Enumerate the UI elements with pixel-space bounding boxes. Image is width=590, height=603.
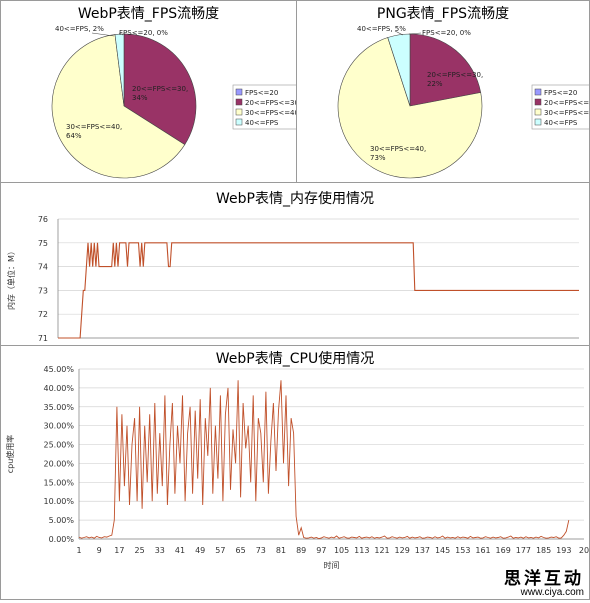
x-tick-label: 1: [76, 546, 81, 555]
x-tick-label: 193: [556, 546, 571, 555]
y-axis-label: 内存（单位：M）: [6, 247, 16, 310]
legend-swatch: [534, 88, 542, 96]
pie-leader-line: [118, 32, 124, 36]
watermark: 思洋互动 www.ciya.com: [504, 571, 584, 598]
pie-slice: [51, 34, 186, 179]
y-tick-label: 72: [38, 310, 48, 319]
pie-slice-label: 30<=FPS<=40, 73%: [370, 145, 426, 162]
pie-slice-label: 40<=FPS, 2%: [55, 25, 104, 33]
pie-slice-label: 20<=FPS<=30, 22%: [427, 71, 483, 88]
y-tick-label: 45.00%: [43, 365, 74, 374]
legend-swatch: [235, 118, 243, 126]
x-tick-label: 137: [415, 546, 430, 555]
y-tick-label: 10.00%: [43, 497, 74, 506]
y-tick-label: 30.00%: [43, 422, 74, 431]
x-tick-label: 145: [435, 546, 450, 555]
pie-chart-webp: WebP表情_FPS流畅度 FPS<=20, 0% 20<=FPS<=30, 34% 3…: [51, 6, 299, 179]
pie-panel-webp: WebP表情_FPS流畅度 FPS<=20, 0% 20<=FPS<=30, 34% 3…: [0, 0, 299, 183]
memory-line-chart: WebP表情_内存使用情况 71 72 73 74 75 76 内存（单位：M）: [6, 190, 579, 343]
legend-swatch: [534, 118, 542, 126]
x-tick-label: 153: [455, 546, 470, 555]
pie-legend: FPS<=20 20<=FPS<=30 30<=FPS<=40 40<=FPS: [232, 84, 299, 130]
legend-label: FPS<=20: [245, 89, 278, 97]
legend-label: 30<=FPS<=40: [544, 109, 589, 117]
legend-box: [232, 84, 298, 130]
x-tick-label: 113: [354, 546, 369, 555]
x-tick-label: 9: [97, 546, 102, 555]
cpu-line-chart: WebP表情_CPU使用情况 0.00% 5.00% 10.00% 15.00% 20.0…: [5, 350, 589, 570]
y-tick-label: 5.00%: [49, 516, 75, 525]
legend-swatch: [235, 108, 243, 116]
pie-leader-line: [394, 30, 404, 36]
x-tick-label: 185: [536, 546, 551, 555]
x-tick-label: 73: [256, 546, 266, 555]
pie-slice-label: FPS<=20, 0%: [119, 29, 168, 37]
memory-chart-panel: WebP表情_内存使用情况 71 72 73 74 75 76 内存（单位：M）: [0, 182, 590, 346]
pie-chart-png: PNG表情_FPS流畅度 FPS<=20, 0% 20<=FPS<=30, 22% 30…: [337, 6, 590, 179]
legend-label: FPS<=20: [544, 89, 577, 97]
x-tick-label: 169: [496, 546, 511, 555]
x-tick-label: 65: [236, 546, 246, 555]
x-tick-label: 89: [296, 546, 306, 555]
pie-slice-label: 40<=FPS, 5%: [357, 25, 406, 33]
legend-label: 20<=FPS<=30: [245, 99, 296, 107]
y-tick-label: 35.00%: [43, 403, 74, 412]
x-tick-label: 17: [114, 546, 124, 555]
x-tick-label: 20: [579, 546, 589, 555]
y-tick-label: 71: [38, 334, 48, 343]
memory-chart-title: WebP表情_内存使用情况: [216, 190, 374, 207]
memory-series-line: [58, 242, 579, 339]
x-tick-label: 57: [215, 546, 225, 555]
y-tick-label: 73: [38, 286, 48, 295]
x-tick-label: 177: [516, 546, 531, 555]
cpu-series-line: [78, 380, 570, 540]
legend-swatch: [235, 98, 243, 106]
x-tick-label: 81: [276, 546, 286, 555]
x-tick-label: 97: [316, 546, 326, 555]
pie-slice: [409, 33, 482, 107]
x-tick-label: 41: [175, 546, 185, 555]
x-tick-label: 105: [334, 546, 349, 555]
legend-label: 30<=FPS<=40: [245, 109, 296, 117]
y-tick-label: 40.00%: [43, 384, 74, 393]
legend-swatch: [235, 88, 243, 96]
pie-panel-png: PNG表情_FPS流畅度 FPS<=20, 0% 20<=FPS<=30, 22% 30…: [296, 0, 590, 183]
y-axis-label: cpu使用率: [5, 435, 15, 474]
legend-label: 40<=FPS: [245, 119, 279, 127]
legend-label: 20<=FPS<=30: [544, 99, 589, 107]
legend-label: 40<=FPS: [544, 119, 578, 127]
watermark-text: 思洋互动: [504, 569, 584, 589]
x-tick-label: 49: [195, 546, 205, 555]
pie-legend: FPS<=20 20<=FPS<=30 30<=FPS<=40 40<=FPS: [531, 84, 590, 130]
watermark-url: www.ciya.com: [520, 587, 584, 598]
pie-slice-label: FPS<=20, 0%: [422, 29, 471, 37]
y-tick-label: 0.00%: [49, 535, 75, 544]
y-tick-label: 15.00%: [43, 478, 74, 487]
pie-leader-line: [91, 32, 115, 37]
cpu-chart-title: WebP表情_CPU使用情况: [216, 350, 374, 367]
cpu-chart-panel: WebP表情_CPU使用情况 0.00% 5.00% 10.00% 15.00% 20.0…: [0, 345, 590, 600]
pie-slice-label: 30<=FPS<=40, 64%: [66, 123, 122, 140]
x-axis-label: 时间: [324, 560, 340, 570]
y-tick-label: 25.00%: [43, 441, 74, 450]
y-tick-label: 76: [38, 215, 48, 224]
y-tick-label: 75: [38, 239, 48, 248]
pie-title: WebP表情_FPS流畅度: [78, 6, 219, 22]
x-tick-label: 161: [475, 546, 490, 555]
pie-slice: [337, 37, 483, 179]
pie-slice: [114, 33, 125, 107]
x-tick-label: 25: [135, 546, 145, 555]
y-tick-label: 20.00%: [43, 459, 74, 468]
pie-slice-label: 20<=FPS<=30, 34%: [132, 85, 188, 102]
pie-leader-line: [408, 32, 422, 35]
legend-swatch: [534, 108, 542, 116]
legend-box: [531, 84, 590, 130]
pie-title: PNG表情_FPS流畅度: [377, 6, 509, 22]
y-tick-label: 74: [38, 263, 48, 272]
x-tick-label: 33: [155, 546, 165, 555]
pie-slice: [123, 33, 197, 145]
x-tick-label: 121: [374, 546, 389, 555]
x-tick-label: 129: [395, 546, 410, 555]
legend-swatch: [534, 98, 542, 106]
